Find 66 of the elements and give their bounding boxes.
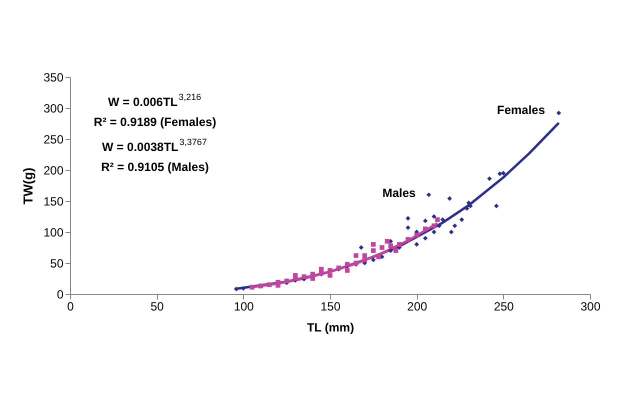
point [414,232,420,238]
point [384,238,390,244]
point [406,225,410,230]
point [388,243,394,248]
point [422,236,428,241]
x-tick-label: 0 [67,300,74,314]
y-tick-label: 150 [43,194,64,208]
x-tick-label: 150 [320,300,341,314]
point [494,204,499,208]
point [292,273,298,278]
y-tick-label: 300 [43,102,64,116]
point [452,223,458,228]
point [250,284,254,290]
point [432,214,436,219]
point [435,217,440,222]
annotation: Females [496,103,546,117]
point [426,192,432,198]
point [370,242,376,247]
point [234,286,239,292]
point [422,218,428,224]
point [302,274,306,279]
point [432,230,436,234]
y-tick-label: 50 [50,256,64,270]
point [354,253,358,258]
point [380,245,384,250]
y-tick-label: 100 [43,226,64,240]
point [432,223,436,228]
point [388,248,394,253]
point [344,268,350,273]
point [376,254,381,260]
point [487,176,492,182]
point [358,245,364,250]
point [447,196,452,201]
point [500,170,506,176]
point [318,266,324,272]
x-tick-label: 300 [580,300,601,314]
y-tick-label: 350 [43,70,64,84]
x-tick-label: 100 [234,300,254,314]
y-axis-title: TW(g) [20,168,36,204]
point [422,226,428,232]
point [394,248,398,253]
point [406,216,410,221]
point [440,217,446,222]
annotation: R² = 0.9105 (Males) [101,160,209,174]
y-tick-label: 250 [43,132,64,146]
x-tick-label: 250 [494,300,514,314]
point [406,237,410,242]
x-tick-label: 200 [407,300,428,314]
point [396,242,402,247]
point [362,253,368,258]
point [459,217,464,222]
point [266,282,272,288]
point [370,258,376,262]
annotation: Males [382,186,416,200]
point [498,171,502,176]
point [328,273,332,278]
annotation: R² = 0.9189 (Females) [94,115,216,129]
y-tick-label: 0 [56,288,64,302]
point [556,110,562,116]
point [448,230,454,234]
x-axis-title: TL (mm) [306,320,354,334]
point [370,248,376,253]
point [414,242,420,247]
point [362,258,368,262]
y-tick-label: 200 [43,164,64,178]
x-tick-label: 50 [150,300,164,314]
